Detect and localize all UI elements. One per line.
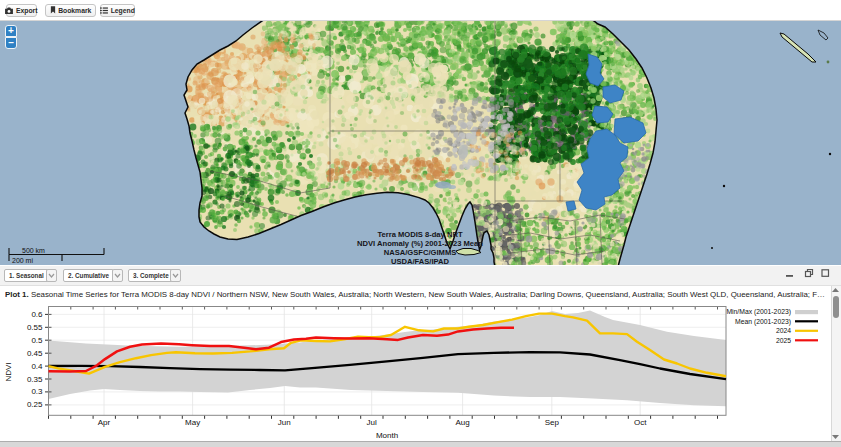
svg-text:May: May [185, 418, 200, 427]
svg-text:Min/Max (2001-2023): Min/Max (2001-2023) [726, 308, 791, 316]
svg-text:Jun: Jun [278, 418, 291, 427]
svg-text:2024: 2024 [776, 327, 791, 334]
svg-text:500 km: 500 km [22, 247, 45, 254]
svg-text:0.3: 0.3 [31, 387, 43, 396]
svg-text:0.6: 0.6 [31, 310, 43, 319]
svg-text:0.45: 0.45 [27, 349, 43, 358]
svg-text:NDVI: NDVI [4, 362, 13, 381]
svg-text:2025: 2025 [776, 337, 791, 344]
svg-text:Jul: Jul [367, 418, 377, 427]
svg-text:0.35: 0.35 [27, 375, 43, 384]
svg-text:0.55: 0.55 [27, 323, 43, 332]
svg-text:Sep: Sep [545, 418, 560, 427]
svg-text:200 mi: 200 mi [12, 257, 33, 264]
svg-text:0.5: 0.5 [31, 336, 43, 345]
svg-text:Mean (2001-2023): Mean (2001-2023) [735, 318, 791, 326]
svg-text:Oct: Oct [634, 418, 647, 427]
svg-text:0.4: 0.4 [31, 362, 43, 371]
svg-text:Aug: Aug [455, 418, 469, 427]
svg-text:Apr: Apr [98, 418, 111, 427]
svg-text:0.25: 0.25 [27, 400, 43, 409]
svg-text:Month: Month [376, 431, 398, 440]
